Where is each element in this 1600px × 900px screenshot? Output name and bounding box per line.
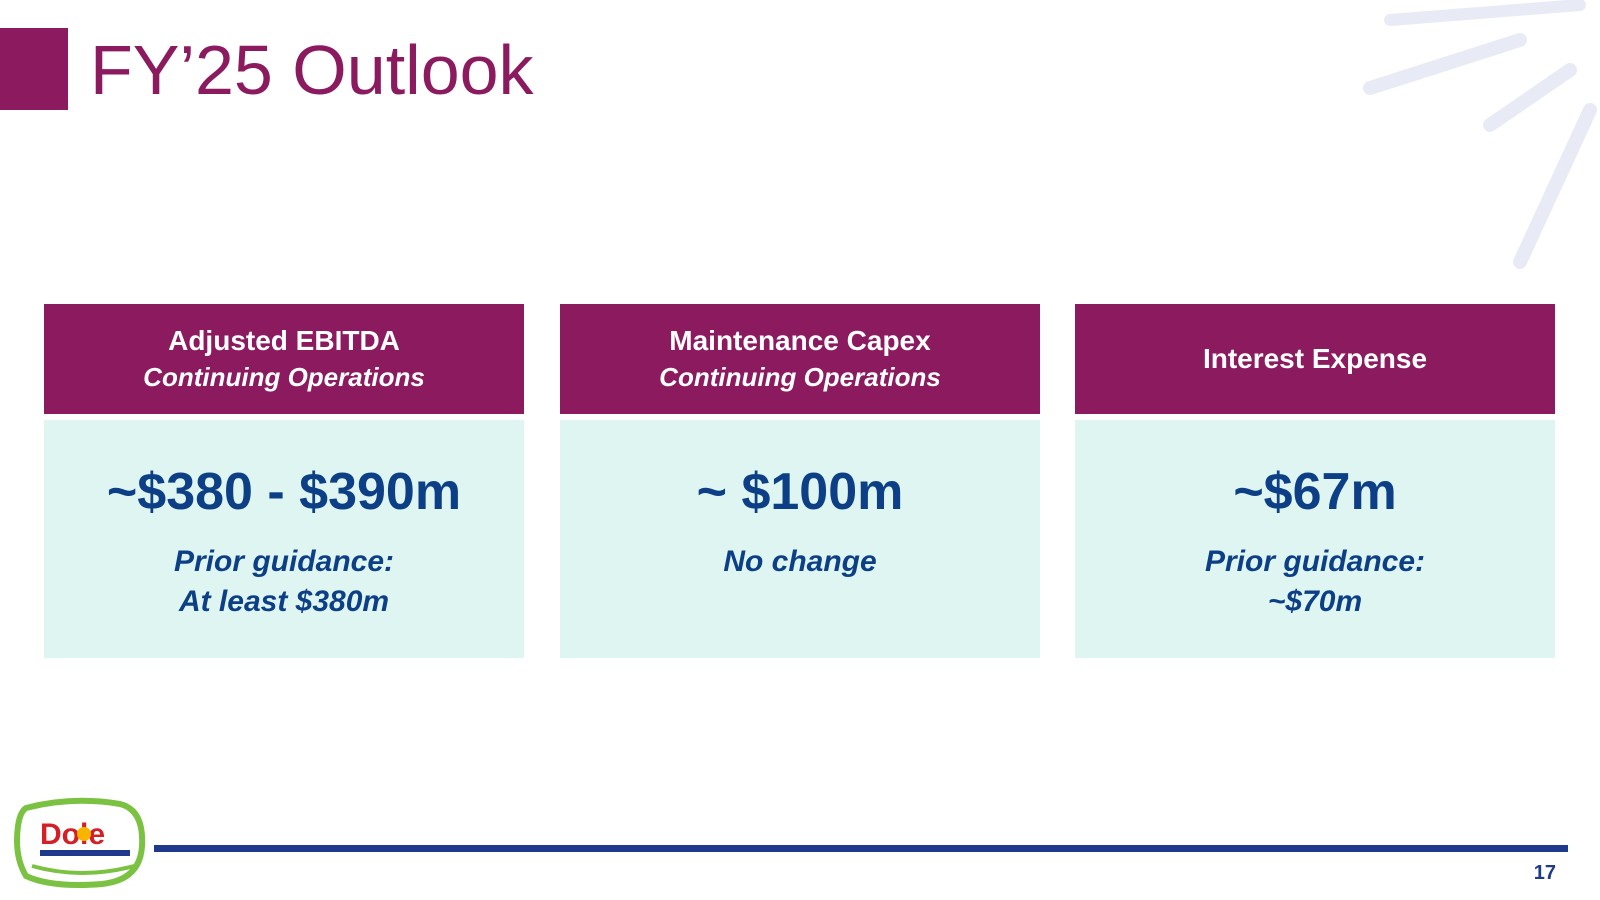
card-header-subtitle: Continuing Operations bbox=[659, 362, 941, 392]
card-note-line1: No change bbox=[723, 545, 877, 578]
card-note: Prior guidance: ~$70m bbox=[1075, 542, 1555, 622]
card-header-title: Maintenance Capex bbox=[669, 325, 931, 356]
card-value: ~$380 - $390m bbox=[106, 463, 462, 521]
card-note-line1: Prior guidance: bbox=[1204, 545, 1426, 578]
card-note: Prior guidance: At least $380m bbox=[44, 542, 524, 622]
page-number: 17 bbox=[1533, 862, 1556, 884]
footer-rule bbox=[154, 845, 1568, 852]
slide-title: FY’25 Outlook bbox=[90, 31, 534, 109]
card-header-title: Adjusted EBITDA bbox=[168, 325, 400, 356]
card-body: ~$380 - $390m Prior guidance: At least $… bbox=[44, 420, 524, 658]
card-note: No change bbox=[560, 542, 1040, 582]
card-note-line1: Prior guidance: bbox=[173, 545, 395, 578]
card-note-line2: ~$70m bbox=[1267, 585, 1363, 618]
card-header-title: Interest Expense bbox=[1202, 343, 1428, 374]
card-header: Interest Expense bbox=[1075, 304, 1555, 414]
card-body: ~$67m Prior guidance: ~$70m bbox=[1075, 420, 1555, 658]
svg-text:Dole: Dole bbox=[40, 818, 105, 851]
card-note-line2: At least $380m bbox=[178, 585, 390, 618]
card-header: Adjusted EBITDA Continuing Operations bbox=[44, 304, 524, 414]
card-header-subtitle: Continuing Operations bbox=[143, 362, 425, 392]
sunburst-decoration-icon bbox=[1363, 0, 1597, 269]
title-accent-bar bbox=[0, 28, 68, 110]
card-maintenance-capex: Maintenance Capex Continuing Operations … bbox=[560, 304, 1040, 658]
card-value: ~$67m bbox=[1233, 463, 1397, 521]
card-adjusted-ebitda: Adjusted EBITDA Continuing Operations ~$… bbox=[44, 304, 524, 658]
dole-logo-icon: Dole bbox=[14, 797, 146, 888]
card-interest-expense: Interest Expense ~$67m Prior guidance: ~… bbox=[1075, 304, 1555, 658]
card-value: ~ $100m bbox=[696, 463, 904, 521]
card-header: Maintenance Capex Continuing Operations bbox=[560, 304, 1040, 414]
card-body: ~ $100m No change bbox=[560, 420, 1040, 658]
